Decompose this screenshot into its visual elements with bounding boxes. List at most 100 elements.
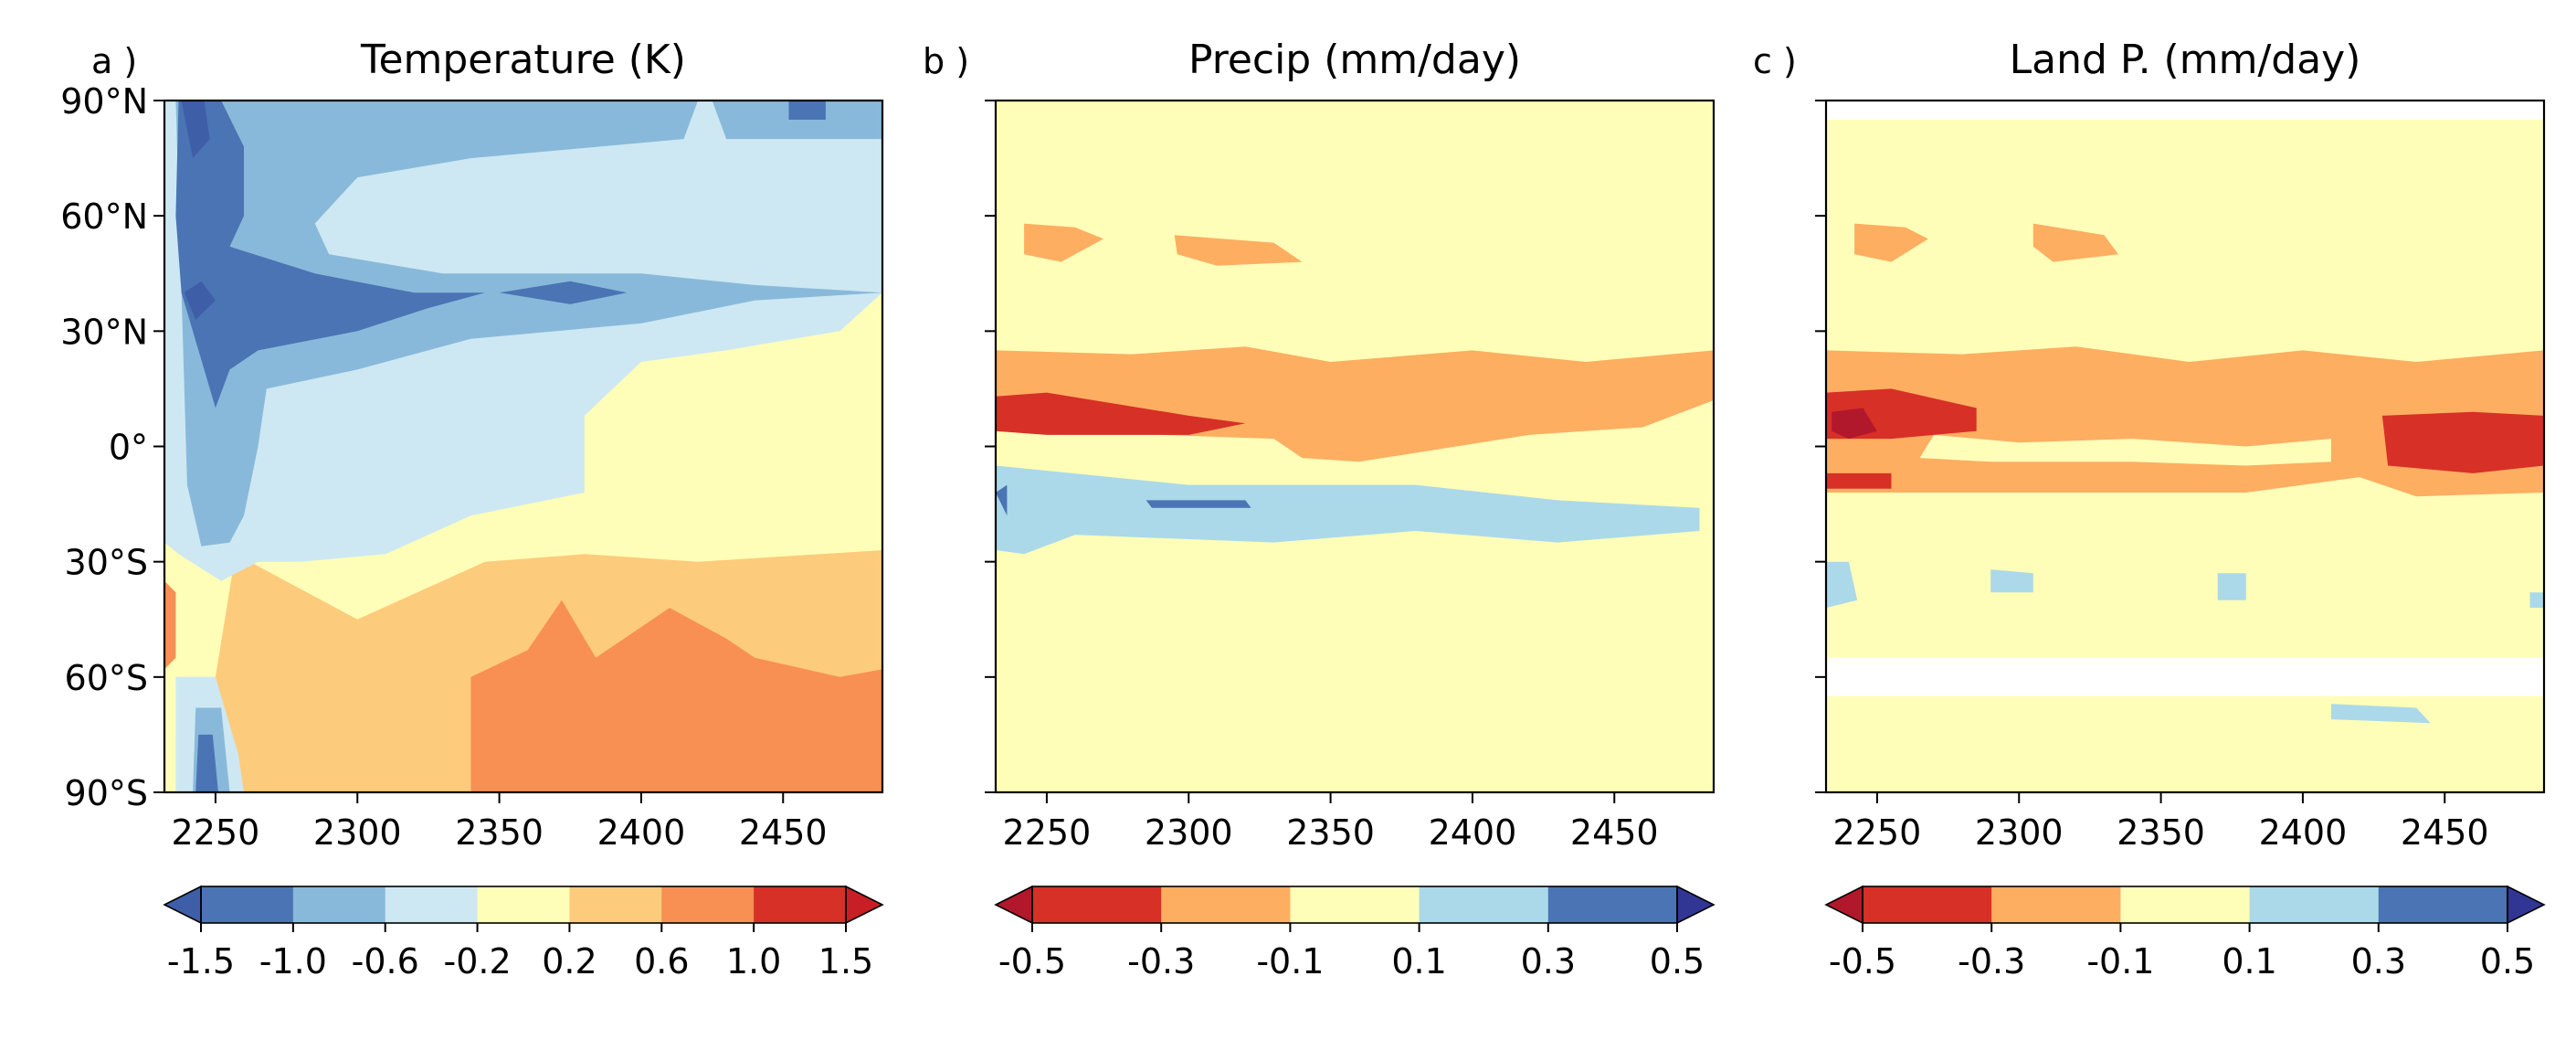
colorbar-tick-label: -0.2: [443, 941, 511, 981]
colorbar-tick-label: -0.6: [352, 941, 419, 981]
y-tick-label: 90°N: [60, 81, 148, 122]
contour-region-3-1: [1145, 500, 1251, 508]
contour-region-5-1: [184, 281, 216, 320]
contour-region-5-0: [181, 101, 210, 159]
contour-region-1-1: [164, 580, 176, 670]
panel-label: c ): [1753, 41, 1797, 81]
colorbar-segment: [477, 886, 570, 923]
contour-region-4-3: [2331, 704, 2431, 724]
x-tick-label: 2400: [1429, 812, 1517, 853]
colorbar-tick-label: 0.5: [1650, 941, 1705, 981]
colorbar-tick-label: -0.1: [2086, 941, 2154, 981]
colorbar-frame: [1862, 886, 2508, 924]
x-tick-label: 2350: [1286, 812, 1375, 853]
x-tick-label: 2300: [313, 812, 402, 853]
contour-region-3-0: [175, 101, 882, 546]
colorbar-segment: [569, 886, 662, 923]
x-tick-label: 2400: [597, 812, 686, 853]
y-tick-label: 0°: [109, 428, 148, 468]
chart-title: Temperature (K): [360, 37, 686, 83]
contour-region-0-2: [2032, 223, 2118, 262]
contour-region-2-0: [996, 465, 1700, 555]
colorbar-segment: [2120, 886, 2251, 923]
plot-area: [164, 101, 882, 792]
panel-land-precip: Land P. (mm/day) c ) 2250 2300 2350 2400 2450 -…: [1753, 37, 2546, 981]
contour-region-4-4: [2529, 592, 2544, 609]
colorbar-tick-label: -1.5: [167, 941, 235, 981]
x-tick-label: 2400: [2259, 812, 2348, 853]
contour-region-4-0: [1826, 561, 1858, 609]
colorbar-tick-label: -0.5: [998, 941, 1066, 981]
colorbar-segment: [292, 886, 386, 923]
x-tick-label: 2450: [1570, 812, 1659, 853]
y-tick-label: 90°S: [65, 773, 148, 813]
x-tick-label: 2250: [172, 812, 260, 853]
contour-region-1-0: [996, 392, 1246, 435]
contour-region-3-2: [712, 101, 882, 140]
contour-region-4-2: [195, 734, 218, 792]
colorbar-segment: [385, 886, 479, 923]
colorbar-segment: [1419, 886, 1549, 923]
y-tick-label: 30°S: [65, 543, 148, 583]
colorbar: -1.5 -1.0 -0.6 -0.2 0.2 0.6 1.0 1.5: [163, 885, 884, 981]
x-tick-label: 2250: [1003, 812, 1092, 853]
contour-region-3-0: [996, 484, 1008, 516]
colorbar-tick-label: -0.3: [1958, 941, 2025, 981]
x-tick-label: 2450: [2401, 812, 2489, 853]
contour-region-0-1: [1854, 223, 1928, 262]
colorbar-tick-label: 1.0: [726, 941, 781, 981]
contour-region-2-2: [1826, 472, 1892, 489]
colorbar-tick-label: 0.3: [1521, 941, 1576, 981]
colorbar-segment: [201, 886, 294, 923]
colorbar-tick-label: 0.2: [542, 941, 596, 981]
colorbar-segment: [1032, 886, 1162, 923]
chart-title: Precip (mm/day): [1188, 37, 1521, 83]
x-tick-label: 2450: [739, 812, 828, 853]
y-tick-label: 30°N: [60, 312, 148, 352]
panel-temperature: Temperature (K) a ) 2250 2300 2350 2400 2450 90…: [60, 37, 884, 981]
contour-region-3-0: [1832, 408, 1877, 440]
colorbar-tick-label: 0.5: [2480, 941, 2535, 981]
x-tick-label: 2250: [1833, 812, 1922, 853]
x-tick-label: 2350: [2117, 812, 2205, 853]
contour-region-1-0: [1919, 434, 2331, 466]
x-tick-label: 2300: [1975, 812, 2064, 853]
colorbar-tick-label: -0.3: [1127, 941, 1195, 981]
plot-area: [1826, 101, 2544, 792]
masked-band-0: [1826, 101, 2544, 121]
colorbar: -0.5 -0.3 -0.1 0.1 0.3 0.5: [994, 885, 1716, 981]
y-tick-label: 60°N: [60, 196, 148, 237]
contour-region-4-0: [175, 101, 486, 408]
contour-region-1-0: [470, 599, 882, 792]
masked-band-1: [1826, 657, 2544, 696]
contour-region-2-0: [164, 101, 882, 581]
contour-region-4-1: [499, 281, 628, 304]
colorbar-tick-label: 0.6: [634, 941, 689, 981]
colorbar-frame: [200, 886, 847, 924]
contour-region-4-1: [1990, 569, 2033, 593]
colorbar-tick-label: 0.1: [2222, 941, 2276, 981]
chart-title: Land P. (mm/day): [2010, 37, 2361, 83]
x-tick-label: 2350: [455, 812, 544, 853]
panel-label: b ): [923, 41, 969, 81]
contour-region-4-3: [788, 101, 826, 120]
colorbar-segment: [1290, 886, 1420, 923]
colorbar-tick-label: 0.1: [1391, 941, 1446, 981]
colorbar-tick-label: 1.5: [818, 941, 873, 981]
colorbar: -0.5 -0.3 -0.1 0.1 0.3 0.5: [1824, 885, 2546, 981]
colorbar-segment: [1991, 886, 2121, 923]
contour-region-2-1: [2381, 411, 2544, 473]
x-tick-label: 2300: [1145, 812, 1233, 853]
colorbar-segment: [1863, 886, 1992, 923]
contour-region-0-1: [1024, 223, 1104, 262]
colorbar-segment: [754, 886, 847, 923]
colorbar-tick-label: -0.1: [1256, 941, 1324, 981]
colorbar-frame: [1031, 886, 1678, 924]
colorbar-segment: [1161, 886, 1291, 923]
y-tick-label: 60°S: [65, 658, 148, 698]
colorbar-tick-label: 0.3: [2351, 941, 2406, 981]
colorbar-segment: [2378, 886, 2508, 923]
colorbar-tick-label: -0.5: [1829, 941, 1896, 981]
colorbar-tick-label: -1.0: [259, 941, 327, 981]
